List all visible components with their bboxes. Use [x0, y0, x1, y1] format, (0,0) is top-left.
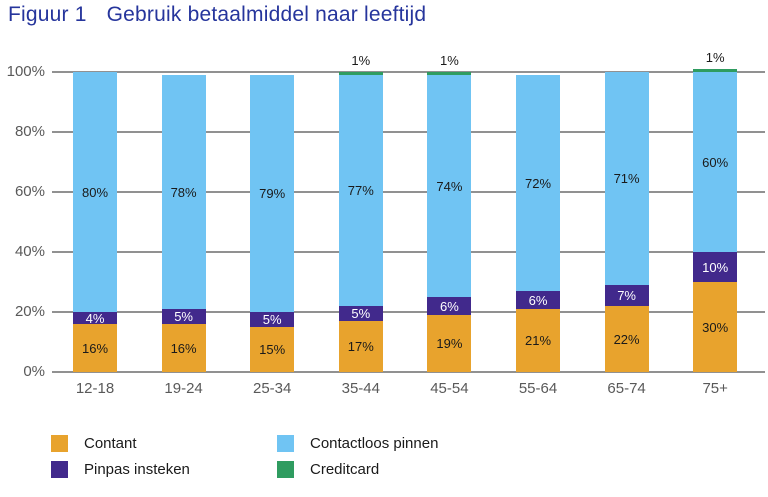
- segment-contant: 22%: [604, 306, 649, 372]
- segment-contant: 16%: [73, 324, 117, 372]
- segment-contactloos-pinnen: 72%: [516, 75, 560, 291]
- value-label: 10%: [702, 259, 729, 275]
- value-label: 21%: [524, 333, 552, 348]
- x-tick-label: 35-44: [341, 380, 380, 397]
- legend-label: Creditcard: [310, 461, 380, 478]
- x-tick-label: 45-54: [430, 380, 469, 397]
- y-tick-label: 40%: [14, 243, 45, 260]
- segment-contactloos-pinnen: 79%: [250, 75, 295, 312]
- gridline: [52, 131, 765, 133]
- value-label: 5%: [262, 312, 282, 327]
- x-tick-label: 25-34: [253, 380, 292, 397]
- y-tick-label: 60%: [14, 183, 45, 200]
- value-label: 77%: [347, 183, 374, 198]
- segment-creditcard: [693, 69, 738, 72]
- value-label: 30%: [702, 319, 729, 335]
- value-label: 5%: [351, 306, 371, 321]
- segment-contactloos-pinnen: 77%: [338, 75, 383, 306]
- y-tick-label: 100%: [6, 63, 45, 80]
- value-label: 16%: [81, 340, 109, 356]
- segment-creditcard: [338, 72, 383, 75]
- value-label: 5%: [174, 309, 193, 324]
- gridline: [52, 371, 765, 373]
- value-label-above: 1%: [705, 50, 725, 65]
- x-tick-label: 55-64: [518, 380, 558, 397]
- legend-label: Contactloos pinnen: [310, 435, 439, 452]
- value-label: 15%: [259, 342, 286, 357]
- segment-contant: 16%: [161, 324, 206, 372]
- segment-pinpas-insteken: 6%: [516, 291, 560, 309]
- x-tick-label: 12-18: [75, 380, 115, 397]
- segment-contactloos-pinnen: 71%: [604, 72, 649, 285]
- gridline: [52, 191, 765, 193]
- value-label: 4%: [85, 310, 105, 326]
- y-tick-label: 20%: [14, 303, 45, 320]
- legend-label: Pinpas insteken: [84, 461, 190, 478]
- segment-contant: 15%: [250, 327, 295, 372]
- gridline: [52, 71, 765, 73]
- segment-pinpas-insteken: 6%: [427, 297, 472, 315]
- value-label: 19%: [436, 336, 463, 351]
- value-label-above: 1%: [351, 53, 371, 68]
- segment-contactloos-pinnen: 60%: [693, 72, 738, 252]
- value-label: 16%: [170, 340, 197, 356]
- x-tick-label: 75+: [702, 380, 728, 397]
- gridline: [52, 251, 765, 253]
- legend-swatch-contant: [51, 435, 68, 452]
- legend-label: Contant: [84, 435, 137, 452]
- segment-contactloos-pinnen: 78%: [161, 75, 206, 309]
- y-axis: 0% 20% 40% 60% 80% 100%: [0, 63, 45, 380]
- segment-contant: 30%: [693, 282, 738, 372]
- segment-contant: 19%: [427, 315, 472, 372]
- legend-swatch-creditcard: [277, 461, 294, 478]
- x-tick-label: 19-24: [164, 380, 203, 397]
- legend-item-pinpas-insteken: Pinpas insteken: [51, 461, 277, 478]
- value-label: 17%: [347, 339, 374, 354]
- x-tick-label: 65-74: [607, 380, 646, 397]
- value-label: 6%: [439, 298, 459, 314]
- value-label: 72%: [524, 175, 552, 191]
- figure-title-text: Gebruik betaalmiddel naar leeftijd: [106, 3, 427, 26]
- value-label: 78%: [170, 184, 197, 200]
- legend-swatch-contactloos-pinnen: [277, 435, 294, 452]
- segment-pinpas-insteken: 5%: [338, 306, 383, 321]
- value-label: 80%: [81, 184, 109, 200]
- value-label: 79%: [259, 186, 286, 201]
- segment-pinpas-insteken: 10%: [693, 252, 738, 282]
- gridline: [52, 311, 765, 313]
- y-tick-label: 80%: [14, 123, 45, 140]
- value-label: 60%: [702, 154, 729, 170]
- value-label-above: 1%: [439, 53, 459, 68]
- segment-creditcard: [427, 72, 472, 75]
- segment-contactloos-pinnen: 80%: [73, 72, 117, 312]
- legend: Contant Pinpas insteken Contactloos pinnen…: [51, 435, 438, 478]
- segment-pinpas-insteken: 5%: [250, 312, 295, 327]
- segment-pinpas-insteken: 5%: [161, 309, 206, 324]
- value-label: 22%: [613, 331, 640, 347]
- legend-swatch-pinpas-insteken: [51, 461, 68, 478]
- legend-item-contactloos-pinnen: Contactloos pinnen: [277, 435, 438, 452]
- segment-pinpas-insteken: 4%: [73, 310, 117, 326]
- segment-pinpas-insteken: 7%: [604, 285, 649, 306]
- value-label: 6%: [528, 292, 548, 308]
- segment-contant: 21%: [516, 309, 560, 372]
- figure-number: Figuur 1: [8, 3, 87, 26]
- y-tick-label: 0%: [23, 363, 45, 380]
- legend-item-creditcard: Creditcard: [277, 461, 438, 478]
- legend-item-contant: Contant: [51, 435, 277, 452]
- value-label: 7%: [617, 288, 636, 303]
- value-label: 71%: [613, 171, 640, 186]
- figure-title: Figuur 1 Gebruik betaalmiddel naar leefti…: [8, 3, 426, 27]
- plot-area: 16% 4% 80% 12-18 16% 5% 78% 19-24 15% 5% 79% 25-34 1…: [52, 50, 765, 397]
- value-label: 74%: [436, 178, 463, 194]
- segment-contactloos-pinnen: 74%: [427, 75, 472, 297]
- segment-contant: 17%: [338, 321, 383, 372]
